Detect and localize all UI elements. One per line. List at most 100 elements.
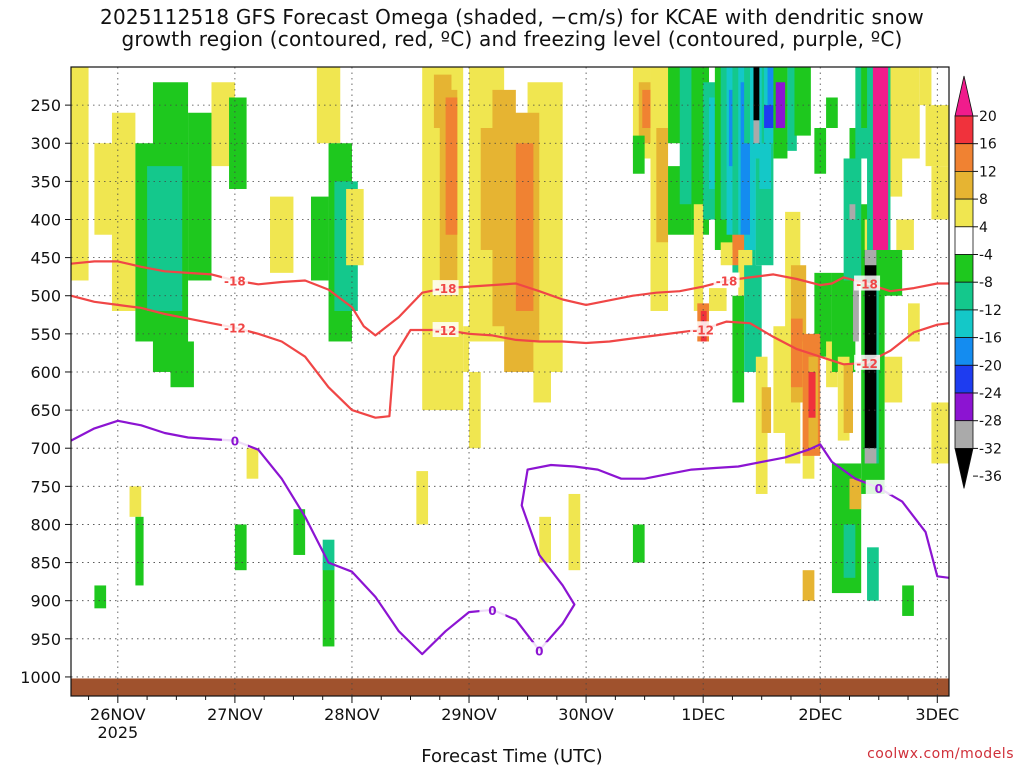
omega-cell bbox=[925, 105, 949, 167]
omega-cell bbox=[808, 371, 816, 418]
colorbar-swatch bbox=[954, 254, 974, 283]
contour-minus18-label-bg bbox=[854, 275, 881, 291]
y-tick-label: 350 bbox=[30, 172, 61, 191]
omega-cell bbox=[919, 67, 932, 106]
colorbar-label: -12 bbox=[979, 303, 1002, 319]
y-tick-label: 500 bbox=[30, 287, 61, 306]
contour-freezing-level-label-bg bbox=[865, 479, 892, 495]
omega-cell bbox=[270, 196, 294, 273]
contour-minus18-label-bg bbox=[432, 280, 459, 296]
colorbar-bottom-arrow bbox=[954, 447, 974, 489]
omega-cell bbox=[931, 402, 949, 464]
omega-cell bbox=[539, 516, 551, 563]
omega-cell bbox=[802, 570, 815, 601]
colorbar-swatch bbox=[954, 337, 974, 366]
omega-cell bbox=[229, 97, 247, 189]
y-tick-label: 750 bbox=[30, 477, 61, 496]
omega-cell bbox=[864, 249, 877, 266]
contour-minus18-label: -18 bbox=[224, 274, 246, 288]
colorbar-label: -32 bbox=[979, 441, 1002, 457]
omega-cell bbox=[764, 105, 774, 128]
omega-cell bbox=[890, 158, 903, 197]
colorbar-swatch bbox=[954, 364, 974, 394]
contour-minus18-label-bg bbox=[713, 272, 740, 288]
colorbar-swatch bbox=[954, 143, 974, 172]
omega-cell bbox=[463, 326, 470, 372]
colorbar-swatch bbox=[954, 281, 974, 311]
colorbar-label: -4 bbox=[979, 248, 993, 264]
y-tick-label: 250 bbox=[30, 96, 61, 115]
x-axis: 26NOV 27NOV 28NOV 29NOV 30NOV 1DEC 2DEC 3DEC 202… bbox=[88, 696, 959, 742]
omega-cell bbox=[445, 97, 458, 235]
contour-freezing-level-label-bg bbox=[479, 601, 506, 617]
omega-cell bbox=[94, 143, 112, 235]
omega-cell bbox=[732, 295, 745, 403]
omega-cell bbox=[740, 82, 750, 235]
colorbar-label: 16 bbox=[979, 137, 997, 153]
plot-frame bbox=[70, 66, 950, 697]
omega-cell bbox=[111, 112, 136, 311]
contour-minus12-label-bg bbox=[854, 354, 881, 370]
colorbar-swatch bbox=[954, 226, 974, 255]
y-tick-label: 600 bbox=[30, 363, 61, 382]
terrain-band bbox=[71, 678, 949, 696]
y-axis: 250 300 350 400 450 500 550 600 650 700 750 800 850 9… bbox=[20, 96, 71, 687]
x-tick-label: 28NOV bbox=[324, 705, 380, 724]
omega-cell bbox=[246, 448, 259, 479]
omega-cell bbox=[188, 112, 212, 281]
contour-freezing-level-label: 0 bbox=[535, 644, 543, 658]
x-tick-label: 29NOV bbox=[441, 705, 497, 724]
contour-minus12-label-bg bbox=[690, 321, 717, 337]
omega-shading bbox=[71, 67, 949, 696]
omega-cell bbox=[794, 67, 811, 136]
omega-cell bbox=[720, 242, 733, 266]
omega-cell bbox=[533, 341, 551, 403]
omega-cell bbox=[135, 516, 144, 586]
x-tick-label: 3DEC bbox=[915, 705, 959, 724]
omega-cell bbox=[515, 143, 534, 311]
omega-cell bbox=[753, 120, 760, 144]
omega-cell bbox=[650, 242, 669, 311]
contour-minus18-label: -18 bbox=[435, 282, 457, 296]
contour-layer: -18 -18 -18 -18 -12 -12 -12 -12 0 0 0 0 bbox=[71, 260, 949, 658]
omega-cell bbox=[568, 493, 581, 571]
y-tick-label: 300 bbox=[30, 134, 61, 153]
omega-cell bbox=[322, 539, 335, 571]
omega-cell bbox=[867, 547, 879, 601]
omega-cell bbox=[826, 97, 838, 128]
omega-cell bbox=[753, 67, 760, 121]
x-axis-title: Forecast Time (UTC) bbox=[421, 746, 603, 767]
chart-title: 2025112518 GFS Forecast Omega (shaded, −… bbox=[0, 6, 1024, 50]
y-tick-label: 700 bbox=[30, 439, 61, 458]
colorbar-label: -16 bbox=[979, 331, 1002, 347]
colorbar-label: 4 bbox=[979, 220, 988, 236]
colorbar-top-arrow bbox=[954, 75, 974, 117]
omega-cell bbox=[775, 82, 786, 128]
y-tick-label: 1000 bbox=[20, 668, 61, 687]
omega-cell bbox=[632, 135, 645, 174]
y-tick-label: 400 bbox=[30, 210, 61, 229]
omega-cell bbox=[744, 265, 762, 372]
omega-cell bbox=[843, 364, 854, 433]
credit-link[interactable]: coolwx.com/models bbox=[867, 746, 1014, 762]
contour-minus12-label: -12 bbox=[692, 323, 714, 337]
omega-cell bbox=[790, 318, 803, 388]
contour-minus18-label-bg bbox=[221, 272, 248, 288]
omega-cell bbox=[293, 509, 306, 555]
omega-cell bbox=[147, 166, 183, 311]
y-tick-label: 800 bbox=[30, 515, 61, 534]
omega-cell bbox=[709, 97, 715, 189]
colorbar-label: -8 bbox=[979, 275, 993, 291]
omega-cell bbox=[884, 356, 903, 403]
y-tick-label: 850 bbox=[30, 554, 61, 573]
omega-cell bbox=[310, 196, 329, 281]
colorbar-swatch bbox=[954, 392, 974, 422]
x-tick-label: 2DEC bbox=[798, 705, 842, 724]
omega-cell bbox=[864, 448, 877, 464]
omega-cell bbox=[849, 478, 862, 510]
omega-cell bbox=[316, 67, 341, 144]
contour-freezing-level-label-bg bbox=[221, 432, 248, 448]
x-tick-label: 27NOV bbox=[207, 705, 263, 724]
omega-cell bbox=[759, 143, 772, 189]
